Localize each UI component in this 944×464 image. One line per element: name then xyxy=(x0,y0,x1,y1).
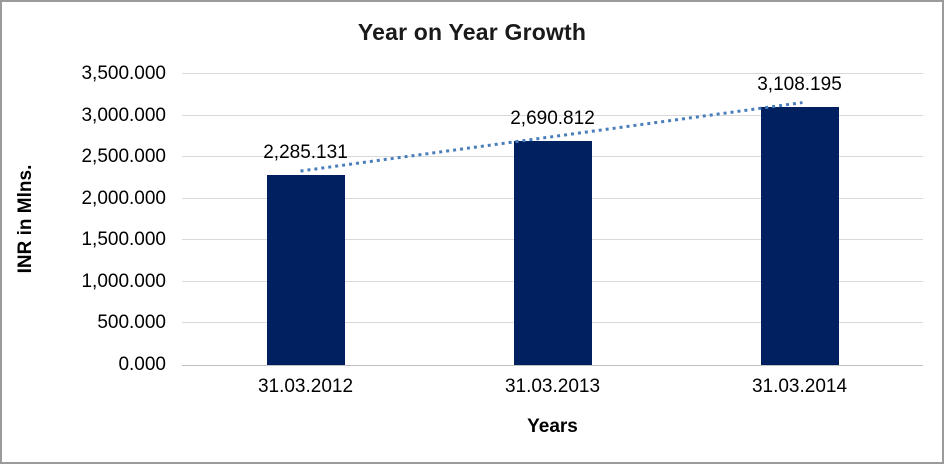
trendline xyxy=(300,101,803,173)
y-tick-label: 3,000.000 xyxy=(81,104,166,126)
bar-data-label: 3,108.195 xyxy=(757,73,842,95)
x-axis-title: Years xyxy=(527,416,578,437)
y-tick-label: 1,000.000 xyxy=(81,270,166,292)
y-tick-label: 3,500.000 xyxy=(81,63,166,84)
bar-data-label: 2,690.812 xyxy=(510,108,595,130)
chart-title: Year on Year Growth xyxy=(357,19,587,45)
bar-31.03.2013 xyxy=(513,141,592,365)
x-category-label: 31.03.2013 xyxy=(504,376,601,397)
x-category-label: 31.03.2012 xyxy=(257,376,354,397)
y-axis-title: INR in Mlns. xyxy=(15,164,36,274)
bar-data-label: 2,285.131 xyxy=(263,142,348,163)
bar-31.03.2014 xyxy=(760,106,839,365)
y-tick-label: 2,000.000 xyxy=(81,187,166,209)
gridline xyxy=(182,73,923,74)
y-tick-label: 0.000 xyxy=(118,354,166,375)
y-tick-label: 2,500.000 xyxy=(81,146,166,168)
y-tick-label: 1,500.000 xyxy=(81,229,166,251)
bar-31.03.2012 xyxy=(266,175,345,365)
x-category-label: 31.03.2014 xyxy=(751,376,848,397)
gridline xyxy=(182,114,923,116)
y-tick-label: 500.000 xyxy=(97,312,166,334)
x-axis-line xyxy=(182,365,923,366)
